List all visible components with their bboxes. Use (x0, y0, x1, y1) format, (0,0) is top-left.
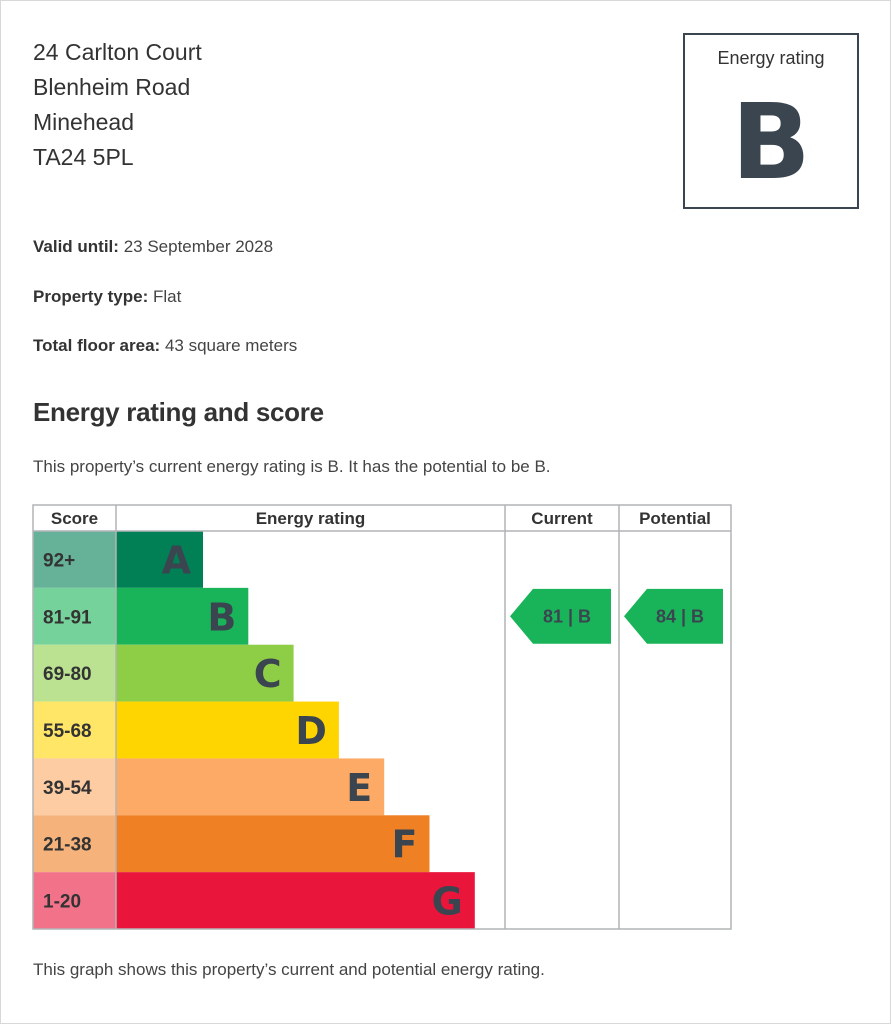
rating-bar-letter: D (295, 709, 327, 753)
rating-bar-letter: E (346, 766, 372, 810)
floor-area-label: Total floor area: (33, 336, 161, 355)
chart-column-header: Potential (639, 509, 711, 528)
score-range-label: 81-91 (43, 607, 92, 628)
rating-bar-f (116, 815, 430, 873)
address-postcode: TA24 5PL (33, 144, 134, 170)
floor-area-value: 43 square meters (164, 336, 298, 355)
property-type-row: Property type: Flat (33, 287, 181, 307)
score-cell-b (33, 587, 116, 645)
score-range-label: 69-80 (43, 664, 92, 685)
rating-bar-a (116, 531, 203, 588)
valid-until-value: 23 September 2028 (123, 237, 274, 256)
property-type-value: Flat (152, 287, 182, 306)
rating-bar-c (116, 644, 294, 702)
score-cell-g (33, 872, 116, 929)
energy-rating-box: Energy rating B (683, 33, 859, 209)
rating-bar-letter: A (162, 538, 192, 582)
rating-bar-letter: F (392, 823, 418, 867)
score-cell-a (33, 531, 116, 588)
chart-table-frame (32, 504, 732, 930)
chart-footer-note: This graph shows this property’s current… (33, 960, 545, 979)
chart-column-header: Energy rating (256, 509, 366, 528)
score-cell-f (33, 815, 116, 873)
section-title: Energy rating and score (33, 397, 324, 427)
rating-bar-e (116, 758, 385, 816)
rating-bar-b (116, 587, 249, 645)
score-range-label: 39-54 (43, 778, 92, 799)
score-range-label: 21-38 (43, 835, 92, 856)
property-type-label: Property type: (33, 287, 149, 306)
rating-bar-letter: B (207, 595, 236, 639)
valid-until-label: Valid until: (33, 237, 119, 256)
address-line-3: Minehead (33, 109, 135, 135)
valid-until-row: Valid until: 23 September 2028 (33, 237, 273, 257)
property-address: 24 Carlton Court Blenheim Road Minehead … (33, 35, 202, 175)
score-cell-e (33, 758, 116, 816)
current-rating-arrow (510, 588, 611, 644)
score-range-label: 92+ (43, 550, 75, 571)
floor-area-row: Total floor area: 43 square meters (33, 336, 297, 356)
address-line-1: 24 Carlton Court (33, 39, 202, 65)
rating-bar-letter: C (254, 652, 282, 696)
potential-rating-arrow-label: 84 | B (656, 606, 704, 626)
score-range-label: 55-68 (43, 721, 92, 742)
current-rating-arrow-label: 81 | B (543, 606, 591, 626)
rating-bar-letter: G (432, 880, 463, 924)
potential-rating-arrow (624, 588, 723, 644)
score-range-label: 1-20 (43, 892, 81, 913)
energy-rating-box-letter: B (731, 81, 811, 203)
rating-bar-d (116, 701, 339, 759)
score-cell-c (33, 644, 116, 702)
energy-rating-box-label: Energy rating (717, 48, 825, 68)
address-line-2: Blenheim Road (33, 74, 191, 100)
rating-bar-g (116, 872, 475, 929)
chart-column-header: Score (51, 509, 98, 528)
rating-summary: This property’s current energy rating is… (33, 457, 551, 476)
score-cell-d (33, 701, 116, 759)
chart-column-header: Current (531, 509, 593, 528)
